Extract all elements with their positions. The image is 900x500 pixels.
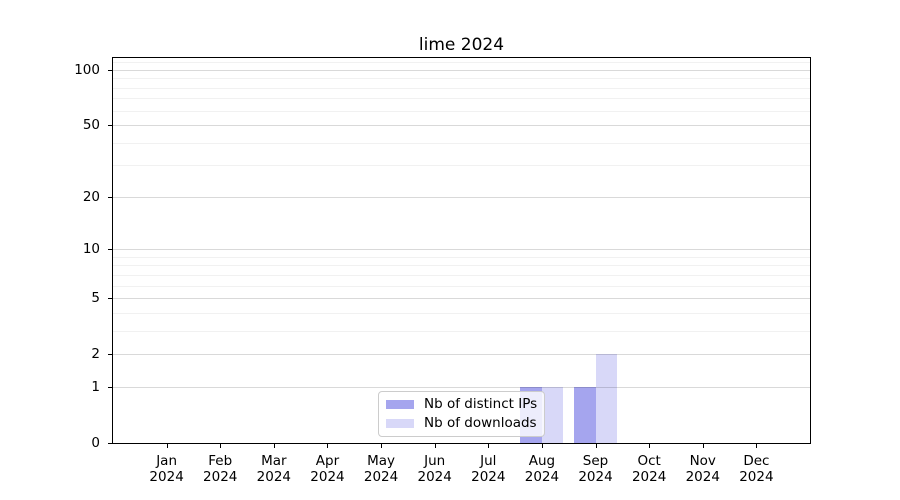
gridline-y-110 [113,62,810,64]
xtick-label-jan: Jan 2024 [149,453,184,485]
xtick-label-apr: Apr 2024 [310,453,345,485]
gridline-y-8 [113,265,810,267]
gridline-y-40 [113,142,810,144]
bar-distinct-ips-sep [574,386,596,443]
xtick-label-jun: Jun 2024 [417,453,452,485]
ytick-label-50: 50 [82,117,100,134]
xtick-label-jul: Jul 2024 [471,453,506,485]
ytick-label-100: 100 [74,61,100,78]
legend-swatch-distinct-ips [386,400,414,409]
gridline-y-3 [113,330,810,332]
gridline-y-100 [113,69,810,71]
xtick-mark-mar [273,444,275,448]
xtick-label-sep: Sep 2024 [578,453,613,485]
xtick-label-oct: Oct 2024 [631,453,667,485]
ytick-mark-50 [108,125,112,127]
chart-title: lime 2024 [418,35,505,55]
gridline-y-9 [113,256,810,258]
ytick-label-20: 20 [82,188,100,205]
xtick-mark-feb [220,444,222,448]
legend-label-downloads: Nb of downloads [424,415,537,431]
legend-item-distinct-ips: Nb of distinct IPs [386,396,537,413]
legend-label-distinct-ips: Nb of distinct IPs [424,396,538,412]
xtick-label-may: May 2024 [363,453,399,485]
xtick-label-aug: Aug 2024 [524,453,560,485]
ytick-mark-5 [108,298,112,300]
ytick-mark-0 [108,443,112,444]
gridline-y-90 [113,78,810,80]
gridline-y-60 [113,110,810,112]
ytick-label-5: 5 [91,290,100,307]
ytick-mark-20 [108,196,112,198]
gridline-y-6 [113,285,810,287]
gridline-y-1 [113,386,810,388]
xtick-mark-jul [488,444,490,448]
ytick-label-2: 2 [91,346,100,363]
gridline-y-7 [113,274,810,276]
ytick-mark-10 [108,249,112,251]
gridline-y-70 [113,98,810,100]
bar-downloads-aug [541,386,564,443]
xtick-mark-jun [434,444,436,448]
xtick-mark-aug [541,444,543,448]
ytick-mark-1 [108,386,112,388]
xtick-mark-sep [595,444,597,448]
gridline-y-20 [113,196,810,198]
xtick-mark-oct [649,444,651,448]
gridline-y-50 [113,125,810,127]
legend-item-downloads: Nb of downloads [386,415,537,432]
xtick-mark-may [381,444,383,448]
ytick-mark-2 [108,354,112,356]
gridline-y-80 [113,87,810,89]
legend-swatch-downloads [386,419,414,428]
gridline-y-2 [113,354,810,356]
xtick-label-dec: Dec 2024 [739,453,774,485]
legend: Nb of distinct IPs Nb of downloads [378,391,545,437]
bar-downloads-sep [595,354,617,443]
gridline-y-30 [113,165,810,167]
xtick-mark-apr [327,444,329,448]
xtick-label-nov: Nov 2024 [685,453,720,485]
gridline-y-5 [113,298,810,300]
xtick-mark-jan [166,444,168,448]
ytick-label-10: 10 [82,241,100,258]
ytick-label-1: 1 [91,378,100,395]
ytick-mark-100 [108,69,112,71]
xtick-label-mar: Mar 2024 [256,453,292,485]
xtick-mark-dec [756,444,758,448]
xtick-mark-nov [702,444,704,448]
gridline-y-4 [113,312,810,314]
gridline-y-10 [113,249,810,251]
xtick-label-feb: Feb 2024 [203,453,238,485]
ytick-label-0: 0 [91,435,100,451]
plot-area: Nb of distinct IPs Nb of downloads [112,57,811,444]
